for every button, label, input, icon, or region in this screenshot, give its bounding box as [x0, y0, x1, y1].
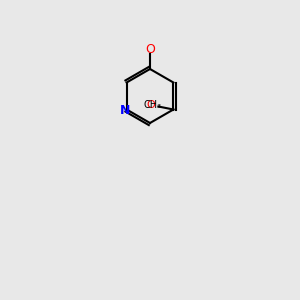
Text: N: N — [120, 104, 130, 118]
Text: CH₃: CH₃ — [143, 100, 161, 110]
Text: O: O — [145, 43, 155, 56]
Text: O: O — [146, 100, 155, 110]
